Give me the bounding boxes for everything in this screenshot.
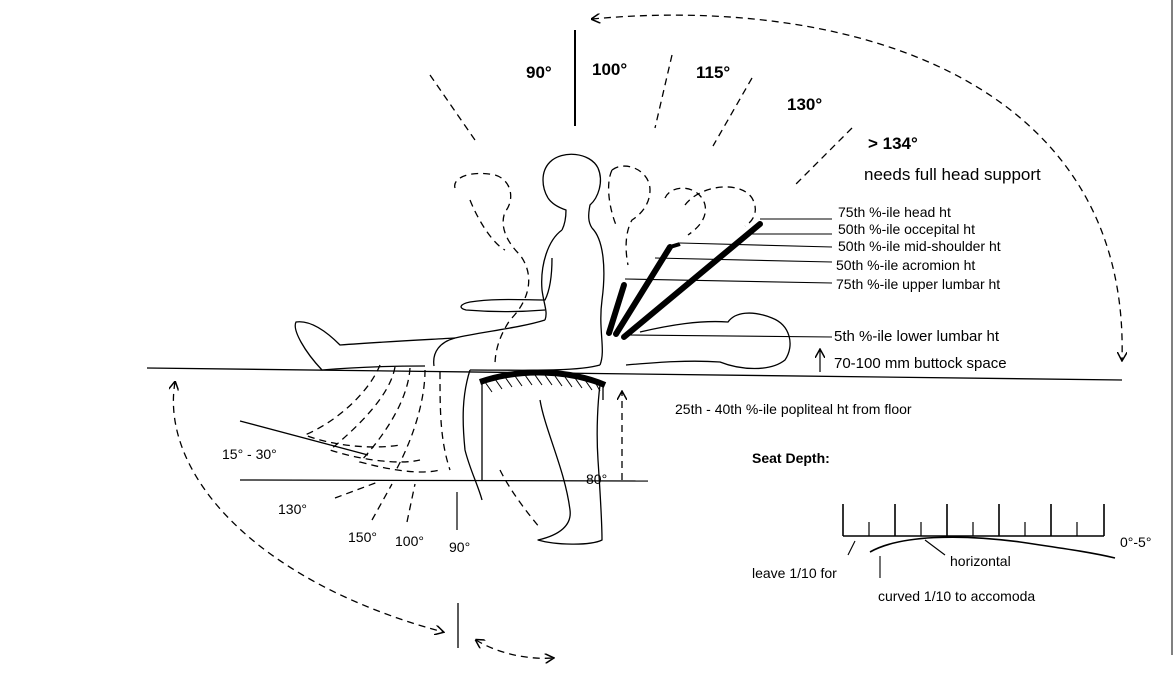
angle-115-label: 115° (696, 63, 730, 82)
label-occipital-ht: 50th %-ile occepital ht (838, 221, 975, 237)
leg-angle-rays (334, 481, 458, 530)
leg-angle-15-30: 15° - 30° (222, 446, 277, 462)
seat-depth-ruler (842, 504, 1105, 537)
seat-depth-horizontal: horizontal (950, 553, 1011, 569)
label-head-ht: 75th %-ile head ht (838, 204, 951, 220)
seat-depth-leave: leave 1/10 for (752, 565, 837, 581)
seat-depth-angle: 0°-5° (1120, 534, 1151, 550)
height-leader-lines (624, 218, 833, 338)
angle-100-label: 100° (592, 60, 627, 79)
leg-angle-80: 80° (586, 471, 607, 487)
seat-depth-leader-horizontal (924, 539, 946, 556)
ghost-recline-figures (303, 165, 756, 529)
angle-130-label: 130° (787, 95, 822, 114)
seat-depth-curve (869, 536, 1116, 559)
seat-depth-curved: curved 1/10 to accomoda (878, 588, 1035, 604)
label-mid-shoulder-ht: 50th %-ile mid-shoulder ht (838, 238, 1001, 254)
leg-angle-130: 130° (278, 501, 307, 517)
leg-angle-90: 90° (449, 539, 470, 555)
bottom-small-arrow (476, 640, 553, 658)
popliteal-label: 25th - 40th %-ile popliteal ht from floo… (675, 401, 912, 417)
leg-angle-100: 100° (395, 533, 424, 549)
label-lower-lumbar-ht: 5th %-ile lower lumbar ht (834, 328, 1000, 345)
label-acromion-ht: 50th %-ile acromion ht (836, 257, 975, 273)
head-support-label: needs full head support (864, 165, 1041, 184)
seated-figure (294, 153, 605, 545)
chair-seat (479, 369, 607, 480)
reclined-figure (625, 312, 791, 370)
seat-level-line (146, 367, 1123, 381)
seat-depth-title: Seat Depth: (752, 450, 830, 466)
leg-arc-arrow (173, 382, 443, 632)
label-buttock-space: 70-100 mm buttock space (834, 355, 1007, 372)
angle-134-label: > 134° (868, 134, 918, 153)
angle-90-label: 90° (526, 63, 552, 82)
seat-depth-leader-left (847, 540, 856, 556)
recline-arc-arrow (592, 15, 1122, 360)
leg-angle-150: 150° (348, 529, 377, 545)
label-upper-lumbar-ht: 75th %-ile upper lumbar ht (836, 276, 1000, 292)
